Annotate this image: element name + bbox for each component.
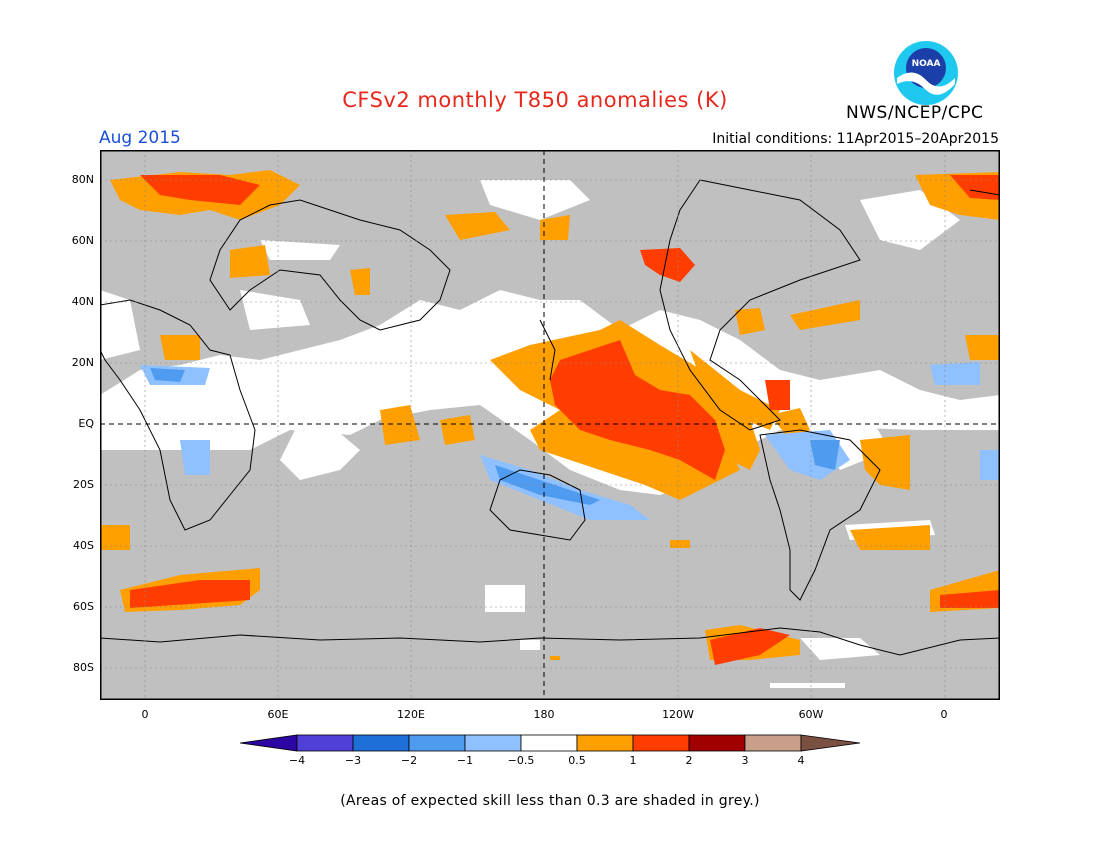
initial-conditions: Initial conditions: 11Apr2015–20Apr2015 [712, 131, 999, 147]
lat-label-eq: EQ [78, 417, 94, 430]
colorbar-label: −2 [400, 754, 418, 767]
lon-label-180: 180 [533, 708, 555, 721]
lat-label-80s: 80S [73, 661, 94, 674]
lat-label-60n: 60N [71, 234, 94, 247]
skill-footnote: (Areas of expected skill less than 0.3 a… [340, 793, 760, 809]
lat-label-20n: 20N [71, 356, 94, 369]
map-frame [100, 150, 1000, 700]
lon-label-60e: 60E [267, 708, 289, 721]
lat-label-80n: 80N [71, 173, 94, 186]
colorbar-label: −1 [456, 754, 474, 767]
lat-label-40n: 40N [71, 295, 94, 308]
colorbar [240, 734, 860, 752]
valid-month: Aug 2015 [99, 128, 181, 148]
colorbar-label: 0.5 [568, 754, 586, 767]
colorbar-label: −3 [344, 754, 362, 767]
lat-label-20s: 20S [73, 478, 94, 491]
svg-text:NOAA: NOAA [912, 59, 941, 69]
enso-strong-warm-region [550, 340, 725, 480]
map-title: CFSv2 monthly T850 anomalies (K) [342, 88, 728, 112]
main-grid [100, 150, 1000, 700]
noaa-logo: NOAA [894, 41, 958, 105]
colorbar-label: 3 [741, 754, 749, 767]
agency-label: NWS/NCEP/CPC [846, 103, 984, 123]
colorbar-label: −4 [288, 754, 306, 767]
lon-label-60w: 60W [798, 708, 824, 721]
lon-label-0-right: 0 [940, 708, 948, 721]
colorbar-label: 4 [797, 754, 805, 767]
colorbar-arrow-right [800, 734, 860, 752]
colorbar-label: 2 [685, 754, 693, 767]
lat-label-60s: 60S [73, 600, 94, 613]
dashed-grid [100, 150, 1000, 700]
coastlines [100, 179, 1000, 656]
anomaly-map [100, 150, 1000, 700]
strong-cool-anomalies [150, 368, 840, 505]
colorbar-label: −0.5 [507, 754, 535, 767]
lon-label-120e: 120E [397, 708, 425, 721]
lon-label-0: 0 [141, 708, 149, 721]
strong-warm-anomalies [130, 175, 1000, 665]
lat-label-40s: 40S [73, 539, 94, 552]
lon-label-120w: 120W [662, 708, 694, 721]
colorbar-arrow-left [240, 734, 298, 752]
colorbar-label: 1 [629, 754, 637, 767]
